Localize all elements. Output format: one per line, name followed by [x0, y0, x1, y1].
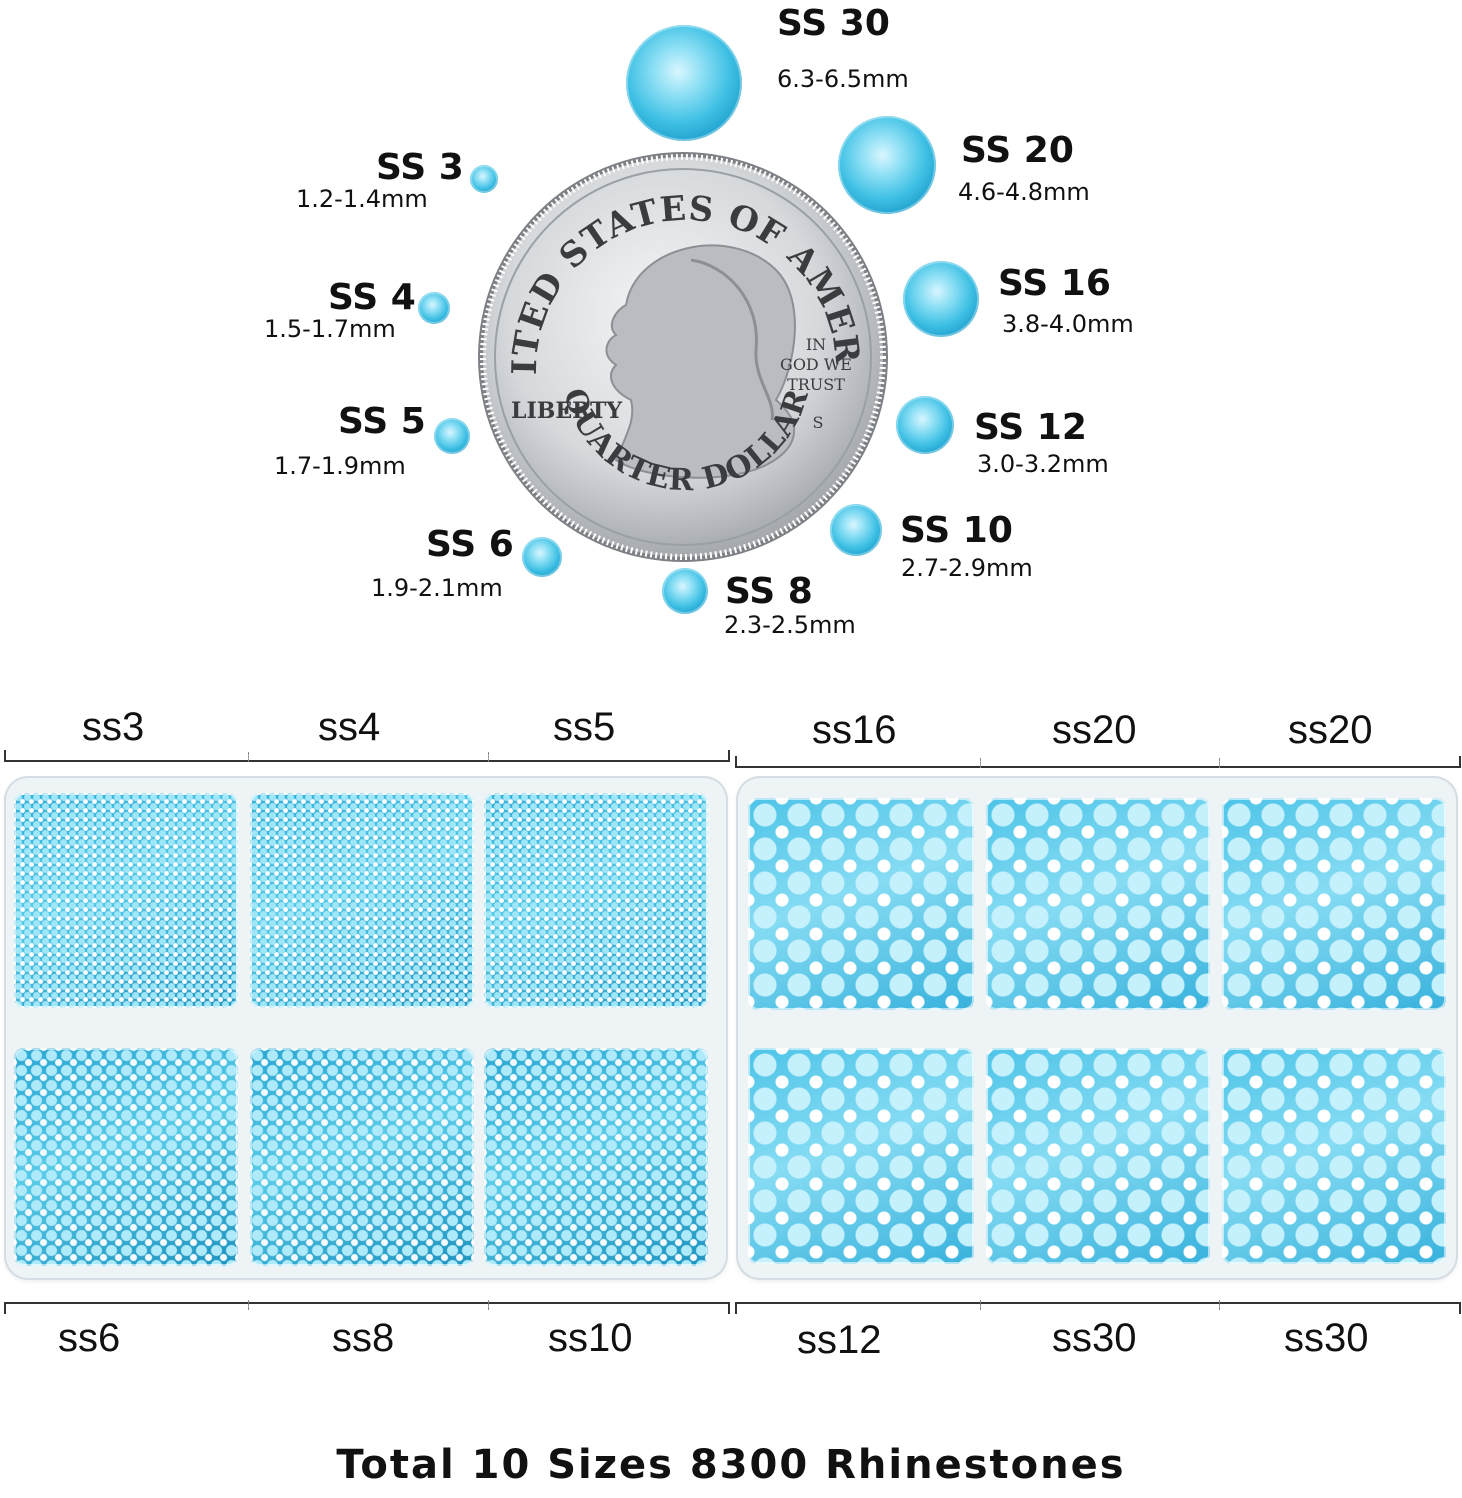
bin-ss8 [250, 1048, 474, 1266]
bin-ss20 [986, 798, 1210, 1010]
size-mm: 1.5-1.7mm [264, 315, 396, 343]
size-label: SS 10 [900, 510, 1013, 551]
bin-ss10 [484, 1048, 708, 1266]
gem-ss3 [470, 165, 498, 193]
bracket-tick [248, 1300, 249, 1310]
bracket-tick [248, 752, 249, 762]
bin-ss30 [986, 1048, 1210, 1264]
gem-ss20 [838, 116, 936, 214]
gem-ss6 [522, 537, 562, 577]
bin-ss12 [748, 1048, 974, 1264]
bin-ss3 [14, 793, 238, 1008]
bracket-tick [488, 1300, 489, 1310]
size-label: SS 6 [426, 524, 514, 565]
size-mm: 3.0-3.2mm [977, 450, 1109, 478]
size-label: SS 30 [777, 3, 890, 44]
bin-label: ss5 [553, 705, 616, 749]
size-label: SS 20 [961, 130, 1074, 171]
bin-label: ss20 [1288, 708, 1373, 752]
svg-text:GOD WE: GOD WE [780, 355, 852, 374]
size-mm: 1.2-1.4mm [296, 185, 428, 213]
bin-label: ss30 [1284, 1316, 1369, 1360]
bin-label: ss30 [1052, 1316, 1137, 1360]
size-mm: 2.7-2.9mm [901, 554, 1033, 582]
bracket-tick [1219, 1300, 1220, 1310]
gem-ss8 [662, 568, 708, 614]
bin-ss30 [1222, 1048, 1446, 1264]
gem-ss4 [418, 292, 450, 324]
gem-ss30 [626, 25, 742, 141]
size-mm: 2.3-2.5mm [724, 611, 856, 639]
svg-text:S: S [813, 413, 824, 432]
quarter-coin-image: UNITED STATES OF AMERICA QUARTER DOLLAR … [460, 119, 888, 562]
size-label: SS 4 [328, 277, 416, 318]
gem-ss16 [903, 261, 979, 337]
bracket-tick [1219, 758, 1220, 768]
size-label: SS 3 [376, 147, 464, 188]
size-label: SS 12 [974, 407, 1087, 448]
size-mm: 3.8-4.0mm [1002, 310, 1134, 338]
svg-text:LIBERTY: LIBERTY [511, 398, 622, 424]
svg-text:TRUST: TRUST [787, 375, 845, 394]
size-mm: 1.9-2.1mm [371, 574, 503, 602]
dimension-bracket [735, 1302, 1461, 1314]
gem-ss10 [830, 504, 882, 556]
size-mm: 4.6-4.8mm [958, 178, 1090, 206]
size-mm: 1.7-1.9mm [274, 452, 406, 480]
size-label: SS 8 [725, 571, 813, 612]
bin-label: ss8 [332, 1316, 395, 1360]
size-label: SS 5 [338, 401, 426, 442]
bin-label: ss16 [812, 708, 897, 752]
bin-label: ss3 [82, 705, 145, 749]
size-label: SS 16 [998, 263, 1111, 304]
dimension-bracket [4, 750, 730, 762]
gem-ss5 [434, 418, 470, 454]
size-mm: 6.3-6.5mm [777, 65, 909, 93]
footer-caption: Total 10 Sizes 8300 Rhinestones [336, 1442, 1126, 1488]
dimension-bracket [4, 1302, 730, 1314]
gem-ss12 [896, 396, 954, 454]
svg-text:IN: IN [806, 335, 826, 354]
bin-label: ss4 [318, 705, 381, 749]
bracket-tick [488, 752, 489, 762]
bin-ss20 [1222, 798, 1446, 1010]
bin-ss5 [484, 793, 708, 1008]
quarter-coin: UNITED STATES OF AMERICA QUARTER DOLLAR … [460, 119, 890, 564]
bin-ss4 [250, 793, 474, 1008]
bracket-tick [980, 1300, 981, 1310]
bin-label: ss12 [797, 1318, 882, 1362]
bin-ss16 [748, 798, 974, 1010]
dimension-bracket [735, 756, 1461, 768]
bin-label: ss6 [58, 1316, 121, 1360]
bracket-tick [980, 758, 981, 768]
bin-ss6 [14, 1048, 238, 1266]
bin-label: ss10 [548, 1316, 633, 1360]
bin-label: ss20 [1052, 708, 1137, 752]
